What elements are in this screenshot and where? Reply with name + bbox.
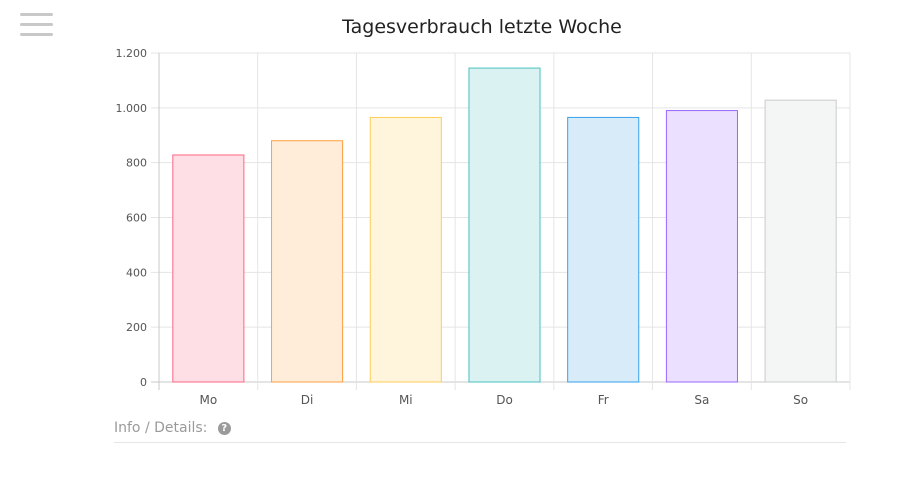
bar-chart: 0 200 400 600 800 1.000 1.200 Mo Di Mi Do Fr Sa So	[116, 47, 851, 407]
bar-mi	[369, 116, 442, 383]
x-tick-label: Sa	[694, 393, 709, 407]
x-tick-label: Mi	[399, 393, 413, 407]
bar-do	[468, 67, 541, 383]
x-tick-label: Mo	[200, 393, 218, 407]
bar-sa	[665, 110, 738, 383]
info-details-row: Info / Details: ?	[114, 420, 846, 443]
x-tick-label: Di	[301, 393, 314, 407]
y-tick-label: 600	[126, 212, 147, 225]
bar-mo	[172, 154, 245, 383]
y-tick-label: 800	[126, 157, 147, 170]
bar-fr	[567, 116, 640, 383]
x-tick-label: So	[793, 393, 808, 407]
question-circle-icon[interactable]: ?	[217, 421, 231, 435]
bar-di	[271, 140, 344, 383]
info-details-label: Info / Details:	[114, 420, 208, 436]
y-tick-label: 400	[126, 266, 147, 279]
chart-title: Tagesverbrauch letzte Woche	[342, 16, 622, 38]
chart-bars	[172, 67, 837, 383]
x-tick-label: Fr	[598, 393, 609, 407]
bar-so	[764, 99, 837, 383]
y-tick-label: 1.000	[116, 102, 148, 115]
y-tick-label: 1.200	[116, 47, 148, 60]
y-tick-label: 200	[126, 321, 147, 334]
chart-axes: 0 200 400 600 800 1.000 1.200 Mo Di Mi Do Fr Sa So	[116, 47, 809, 407]
hamburger-menu-icon[interactable]	[20, 13, 53, 37]
y-tick-label: 0	[140, 376, 147, 389]
x-tick-label: Do	[496, 393, 513, 407]
